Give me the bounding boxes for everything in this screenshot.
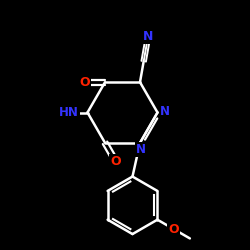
Text: N: N bbox=[136, 143, 146, 156]
Text: O: O bbox=[80, 76, 90, 89]
Text: N: N bbox=[143, 30, 153, 43]
Text: N: N bbox=[160, 105, 170, 118]
Text: O: O bbox=[110, 155, 121, 168]
Text: O: O bbox=[168, 222, 179, 235]
Text: HN: HN bbox=[59, 106, 79, 119]
